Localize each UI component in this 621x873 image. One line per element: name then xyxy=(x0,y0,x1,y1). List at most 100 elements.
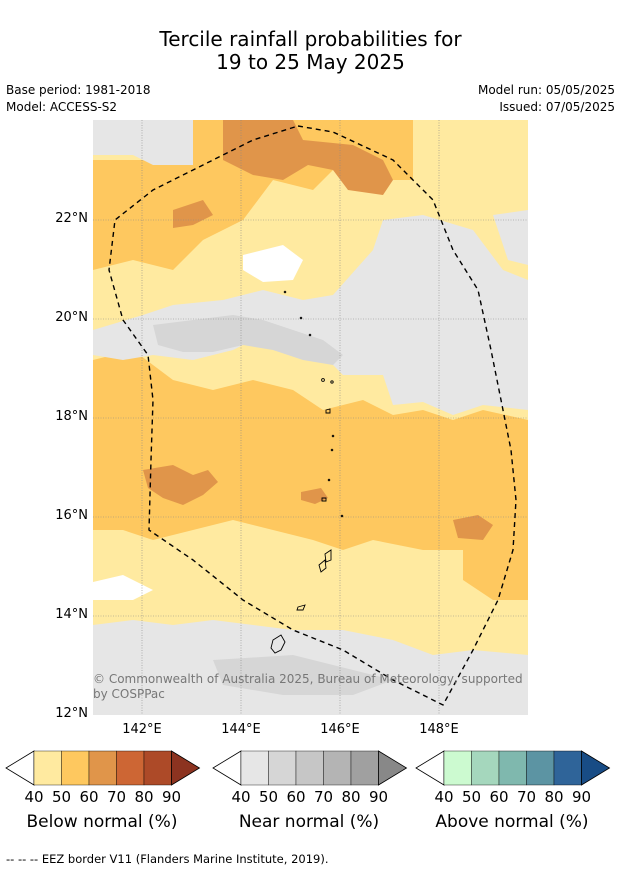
colorbar-tick-label: 90 xyxy=(571,788,592,806)
lon-label-148e: 148°E xyxy=(419,722,459,737)
colorbar-segment xyxy=(471,750,500,786)
island-tinian xyxy=(318,559,327,573)
colorbar-segment xyxy=(350,750,379,786)
island-agrihan xyxy=(321,378,325,382)
island-maug xyxy=(299,316,303,320)
below-normal-60-region-east xyxy=(453,515,493,540)
colorbar-segment xyxy=(240,750,269,786)
colorbar-min-arrow xyxy=(212,750,242,786)
colorbar-tick-label: 50 xyxy=(258,788,279,806)
near-normal-region-northwest xyxy=(93,120,193,165)
colorbar-min-arrow xyxy=(5,750,35,786)
colorbar-segment xyxy=(61,750,90,786)
colorbar-segment xyxy=(143,750,172,786)
islands xyxy=(270,290,344,654)
colorbars xyxy=(5,750,611,786)
colorbar-max-arrow xyxy=(581,750,611,786)
title-line-1: Tercile rainfall probabilities for xyxy=(159,27,462,51)
island-guam xyxy=(270,634,286,654)
below-normal-60-region-mid xyxy=(143,465,218,505)
no-signal-region-south xyxy=(93,575,153,600)
island-alamagan xyxy=(325,408,331,414)
colorbar-tick-label: 80 xyxy=(341,788,361,806)
below-normal-60-region-west xyxy=(173,200,213,228)
island-anatahan xyxy=(327,478,331,482)
colorbar-segment xyxy=(116,750,145,786)
below-normal-60-region-north xyxy=(223,120,393,195)
footer-eez-note: -- -- -- EEZ border V11 (Flanders Marine… xyxy=(6,852,329,866)
model-run-label: Model run: 05/05/2025 xyxy=(477,83,615,97)
colorbar-min-arrow xyxy=(415,750,445,786)
lat-label-14n: 14°N xyxy=(55,607,88,622)
colorbar-segment xyxy=(88,750,117,786)
island-guguan xyxy=(331,434,335,438)
colorbar-tick-label: 70 xyxy=(106,788,127,806)
colorbar-title-below: Below normal (%) xyxy=(26,812,178,832)
colorbar-segment xyxy=(498,750,527,786)
below-normal-60-region-center xyxy=(301,488,328,504)
model-label: Model: ACCESS-S2 xyxy=(6,100,118,114)
island-uracas xyxy=(283,290,287,294)
island-aguijan xyxy=(340,514,344,518)
near-normal-50-region xyxy=(153,315,343,365)
colorbar-segment xyxy=(443,750,472,786)
island-sarigan xyxy=(330,448,334,452)
lat-label-16n: 16°N xyxy=(55,508,88,523)
colorbar-tick-label: 50 xyxy=(461,788,482,806)
colorbar-title-near: Near normal (%) xyxy=(238,812,380,832)
colorbar-segment xyxy=(526,750,555,786)
copyright-notice: © Commonwealth of Australia 2025, Bureau… xyxy=(93,672,523,702)
colorbar-near-normal xyxy=(212,750,408,786)
island-farallon xyxy=(321,497,327,502)
map-canvas xyxy=(93,120,528,715)
colorbar-tick-label: 60 xyxy=(79,788,99,806)
colorbar-segment xyxy=(553,750,582,786)
lon-label-146e: 146°E xyxy=(320,722,360,737)
title-line-2: 19 to 25 May 2025 xyxy=(216,50,405,74)
near-normal-50-region-south xyxy=(213,655,393,695)
colorbar-tick-label: 40 xyxy=(24,788,44,806)
map-panel xyxy=(93,120,528,715)
near-normal-region-center xyxy=(93,215,528,415)
lon-label-144e: 144°E xyxy=(221,722,261,737)
colorbar-tick-label: 40 xyxy=(231,788,251,806)
colorbar-above-normal xyxy=(415,750,611,786)
colorbar-tick-label: 50 xyxy=(51,788,72,806)
graticule xyxy=(93,120,528,715)
lat-label-20n: 20°N xyxy=(55,310,88,325)
colorbar-segment xyxy=(268,750,297,786)
island-asuncion xyxy=(308,333,312,337)
colorbar-segment xyxy=(33,750,62,786)
colorbar-below-normal xyxy=(5,750,201,786)
colorbar-tick-label: 80 xyxy=(544,788,564,806)
copyright-line-2: by COSPPac xyxy=(93,687,165,701)
below-normal-50-region-south xyxy=(93,350,528,600)
eez-border xyxy=(108,125,517,706)
lon-label-142e: 142°E xyxy=(122,722,162,737)
colorbar-tick-label: 70 xyxy=(313,788,334,806)
base-period-label: Base period: 1981-2018 xyxy=(6,83,151,97)
colorbar-tick-label: 90 xyxy=(161,788,182,806)
colorbar-segment xyxy=(323,750,352,786)
island-pagan xyxy=(330,380,334,384)
colorbar-tick-label: 70 xyxy=(516,788,537,806)
chart-title: Tercile rainfall probabilities for 19 to… xyxy=(0,28,621,74)
island-rota xyxy=(296,604,306,611)
colorbar-tick-label: 60 xyxy=(286,788,306,806)
lat-label-22n: 22°N xyxy=(55,211,88,226)
island-saipan xyxy=(324,549,332,563)
colorbar-max-arrow xyxy=(378,750,408,786)
issued-label: Issued: 07/05/2025 xyxy=(499,100,615,114)
colorbar-max-arrow xyxy=(171,750,201,786)
lat-label-12n: 12°N xyxy=(55,706,88,721)
near-normal-region-northeast xyxy=(493,210,528,265)
no-signal-region-north xyxy=(243,245,303,282)
lat-label-18n: 18°N xyxy=(55,409,88,424)
colorbar-tick-label: 40 xyxy=(434,788,454,806)
colorbar-title-above: Above normal (%) xyxy=(435,812,589,832)
colorbar-tick-label: 60 xyxy=(489,788,509,806)
colorbar-tick-label: 80 xyxy=(134,788,154,806)
colorbar-tick-label: 90 xyxy=(368,788,389,806)
colorbar-segment xyxy=(295,750,324,786)
copyright-line-1: © Commonwealth of Australia 2025, Bureau… xyxy=(93,672,523,686)
